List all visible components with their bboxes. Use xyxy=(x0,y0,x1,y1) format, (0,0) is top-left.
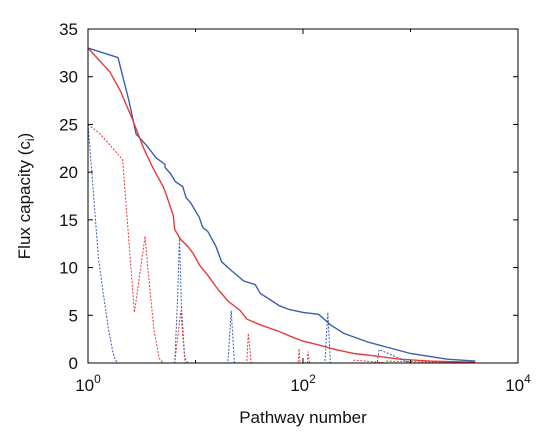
y-axis-title: Flux capacity (ci) xyxy=(15,133,37,259)
y-tick-label: 10 xyxy=(59,259,78,278)
y-tick-label: 25 xyxy=(59,115,78,134)
y-tick-label: 30 xyxy=(59,68,78,87)
series-line-2 xyxy=(87,47,476,363)
y-tick-label: 15 xyxy=(59,211,78,230)
y-tick-label: 20 xyxy=(59,163,78,182)
x-tick-label: 104 xyxy=(505,372,531,395)
y-tick-label: 5 xyxy=(69,306,78,325)
y-axis-title-subscript: i xyxy=(23,138,37,141)
series-layer xyxy=(87,47,476,364)
y-axis-title-close: ) xyxy=(15,133,34,139)
x-tick-label: 100 xyxy=(75,372,101,395)
series-line-4 xyxy=(87,124,476,364)
y-tick-label: 0 xyxy=(69,354,78,373)
tick-layer: 0 5 10 15 20 25 30 35 100 102 104 xyxy=(59,20,531,395)
x-tick-label: 102 xyxy=(290,372,316,395)
x-axis-title: Pathway number xyxy=(239,408,367,427)
series-line-1 xyxy=(87,47,476,362)
y-axis-title-main: Flux capacity (c xyxy=(15,141,34,260)
series-line-3 xyxy=(87,124,411,364)
y-tick-label: 35 xyxy=(59,20,78,39)
